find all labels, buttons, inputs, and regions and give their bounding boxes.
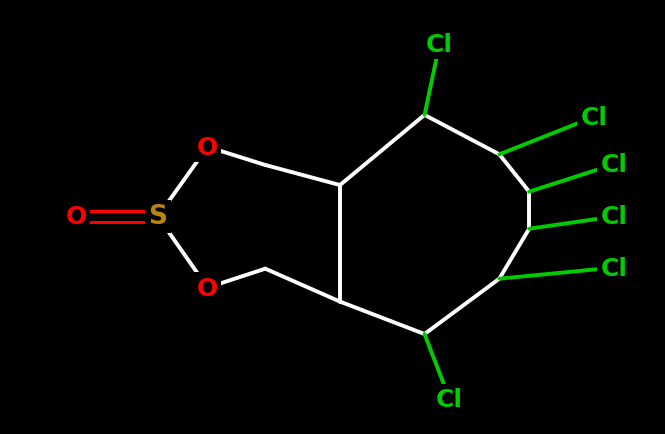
Text: O: O xyxy=(66,205,86,229)
Text: Cl: Cl xyxy=(600,153,627,177)
Text: Cl: Cl xyxy=(436,387,463,411)
Text: S: S xyxy=(148,204,168,230)
Text: Cl: Cl xyxy=(600,205,627,229)
Text: O: O xyxy=(197,135,218,159)
Text: Cl: Cl xyxy=(600,256,627,280)
Text: O: O xyxy=(197,276,218,300)
Text: Cl: Cl xyxy=(426,33,453,57)
Text: Cl: Cl xyxy=(581,106,607,130)
